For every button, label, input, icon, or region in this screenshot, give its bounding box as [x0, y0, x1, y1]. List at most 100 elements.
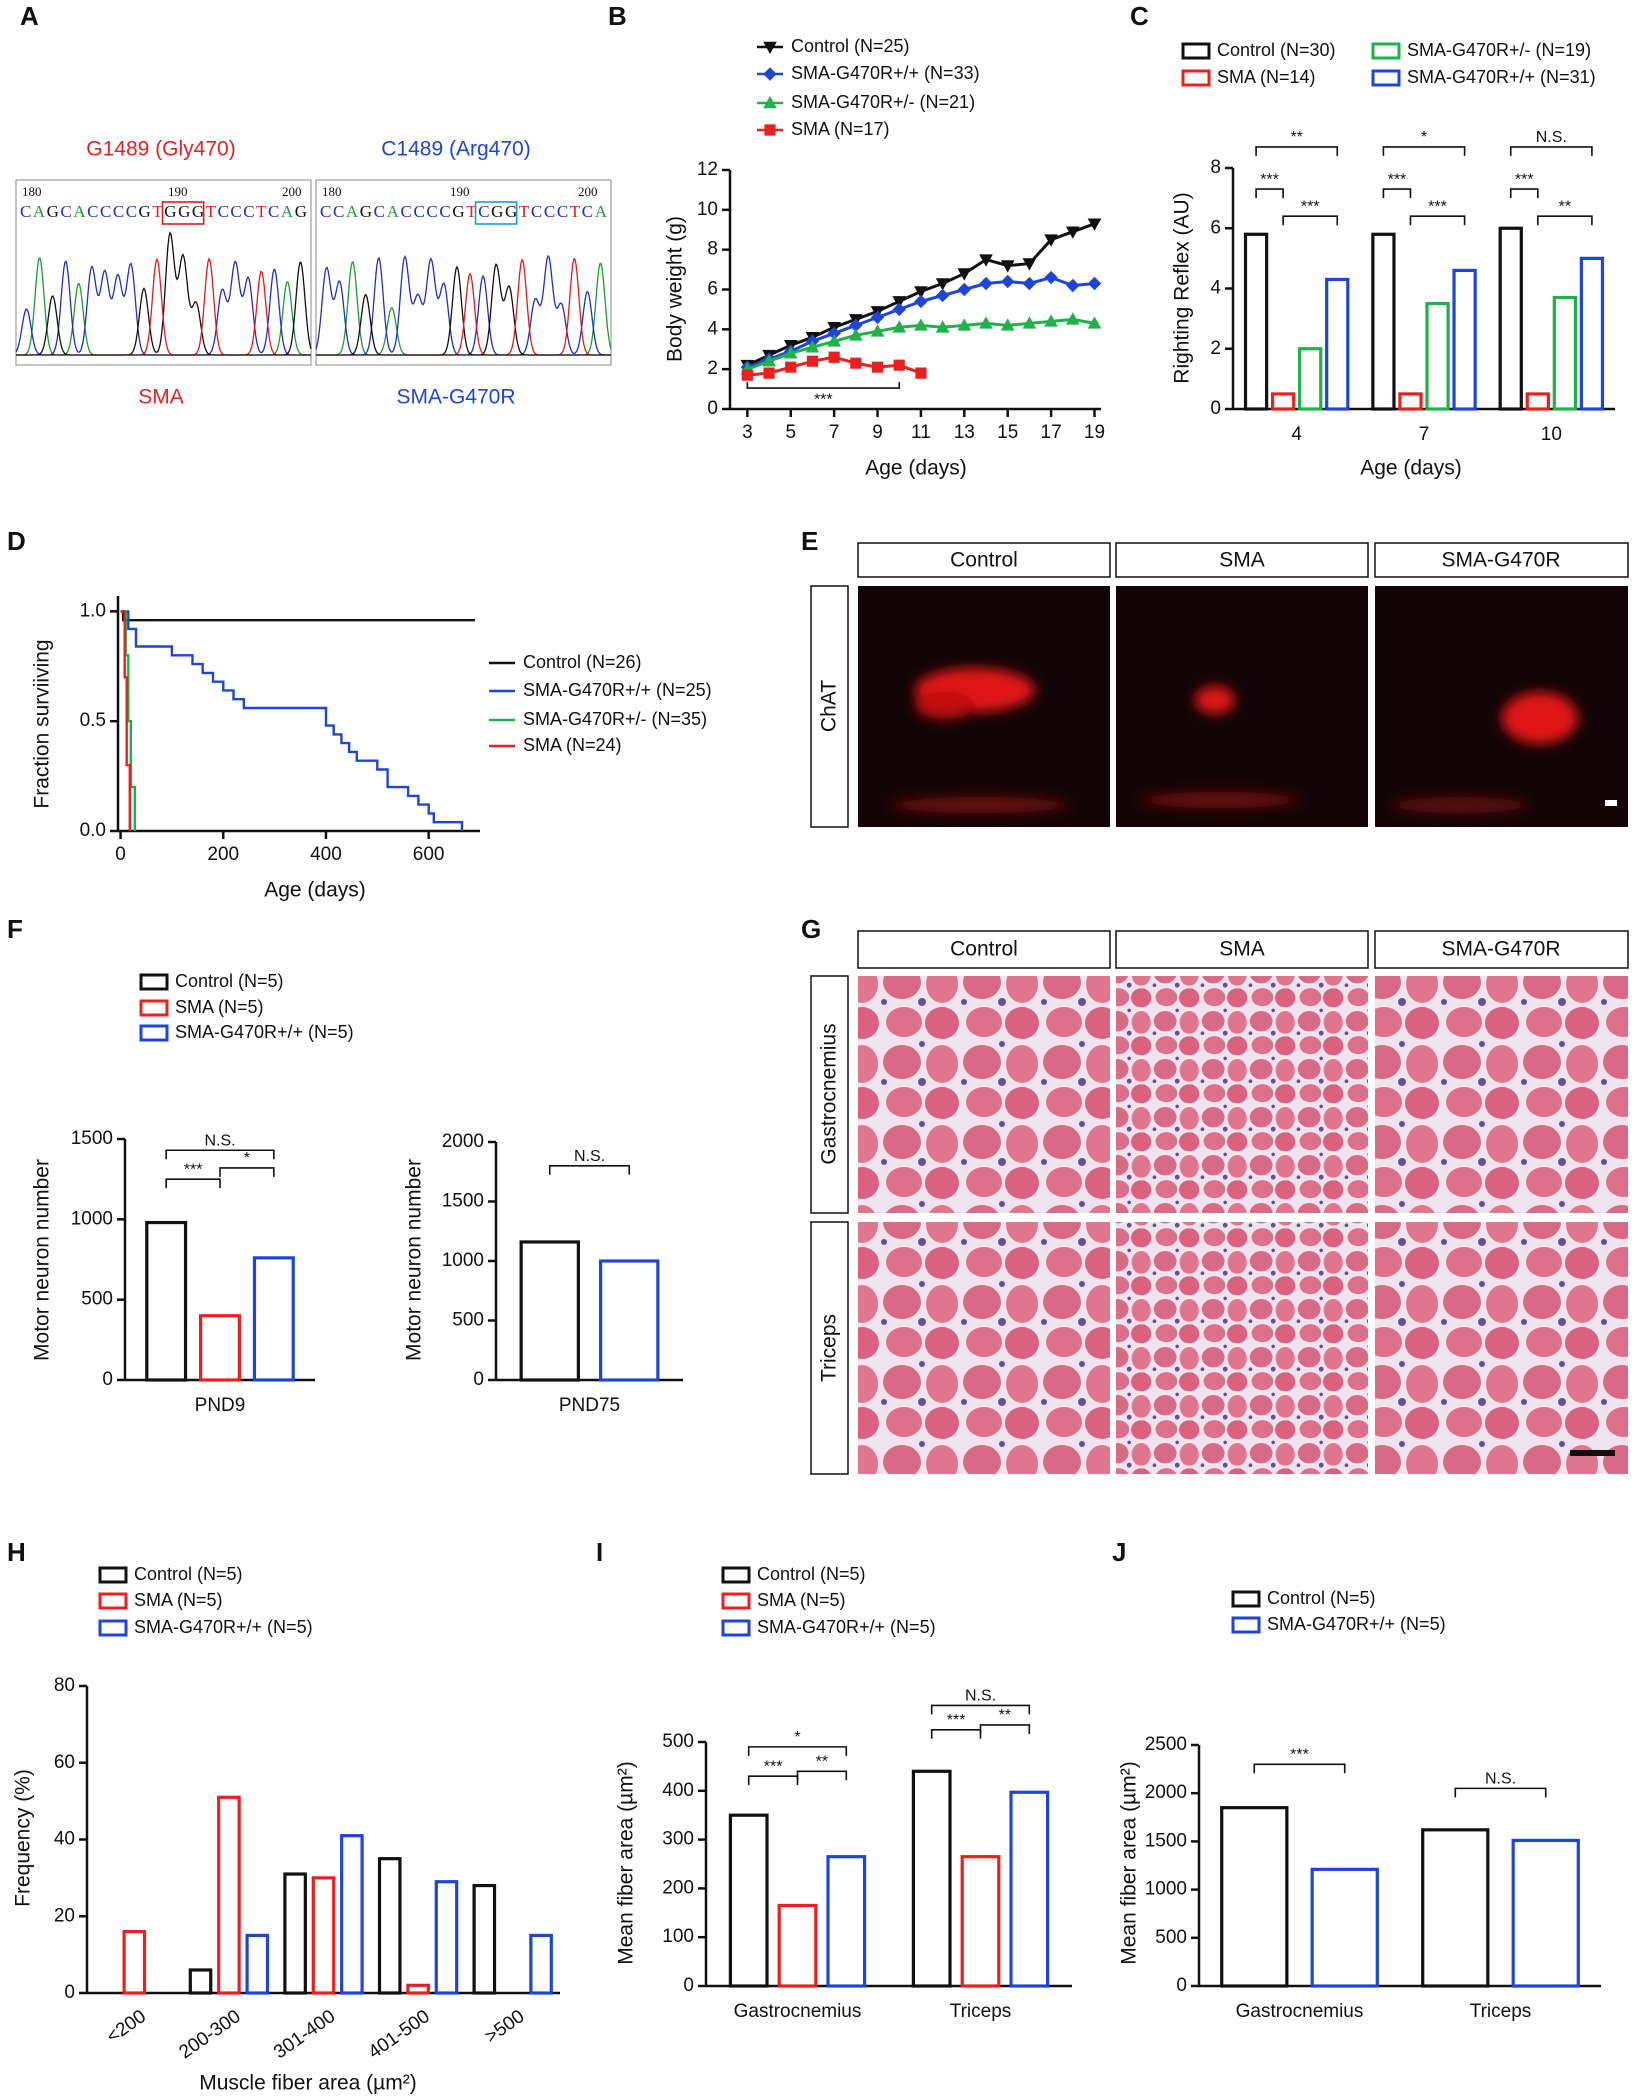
legend-swatch — [98, 1592, 128, 1610]
legend-label: SMA-G470R+/- (N=21) — [791, 92, 975, 112]
legend-swatch — [1371, 42, 1401, 60]
base: G — [139, 202, 151, 221]
stain-blob — [1390, 797, 1530, 813]
y-tick-label: 4 — [707, 318, 718, 339]
legend-swatch — [139, 1024, 169, 1042]
bar — [1452, 268, 1477, 411]
legend-swatch — [1181, 69, 1211, 87]
marker — [1066, 278, 1080, 293]
row-header-box — [810, 1221, 849, 1475]
marker — [1001, 274, 1015, 289]
bar — [1421, 1828, 1490, 1988]
trace-title: C1489 (Arg470) — [381, 138, 530, 161]
line — [120, 610, 475, 622]
panel-letter: I — [596, 1537, 603, 1567]
x-tick-label: <200 — [103, 2006, 150, 2048]
significance-label: ** — [1559, 198, 1571, 215]
image — [1116, 586, 1368, 827]
significance-bracket — [930, 1704, 1031, 1715]
legend-label: SMA-G470R+/+ (N=5) — [175, 1022, 354, 1042]
marker — [1000, 260, 1015, 273]
x-tick-label: 10 — [1541, 424, 1562, 445]
trace-position: 200 — [578, 184, 598, 199]
significance-bracket — [219, 1167, 275, 1177]
legend-label: Control (N=25) — [791, 36, 910, 56]
panel-letter: F — [7, 914, 23, 944]
panel-letter: G — [801, 914, 821, 944]
x-tick-label: 0 — [115, 844, 126, 865]
bar — [1511, 1838, 1580, 1988]
bar — [434, 1880, 459, 1995]
bar — [1243, 232, 1269, 411]
x-tick-label: 5 — [785, 422, 796, 443]
x-axis-label: Muscle fiber area (µm²) — [199, 2072, 416, 2095]
base: C — [582, 202, 593, 221]
y-tick-label: 80 — [54, 1675, 75, 1696]
significance-bracket — [1509, 146, 1593, 156]
marker — [957, 318, 972, 331]
column-header: Control — [950, 938, 1018, 961]
bar — [122, 1929, 147, 1995]
base: G — [491, 202, 503, 221]
significance-label: *** — [764, 1758, 783, 1775]
y-tick-label: 1000 — [442, 1250, 484, 1271]
bar — [826, 1855, 867, 1988]
y-tick-label: 1500 — [71, 1128, 113, 1149]
base: C — [60, 202, 71, 221]
legend-label: SMA (N=5) — [757, 1590, 846, 1610]
x-tick-label: 7 — [829, 422, 840, 443]
highlight-box — [161, 201, 205, 225]
y-tick-label: 0.5 — [80, 710, 106, 731]
legend-label: SMA-G470R+/+ (N=5) — [1267, 1614, 1446, 1634]
marker — [957, 268, 972, 281]
trace-label: SMA — [138, 386, 184, 409]
bar — [406, 1983, 430, 1995]
legend-label: SMA-G470R+/+ (N=33) — [791, 63, 980, 83]
legend-marker — [763, 95, 777, 109]
y-tick-label: 0 — [102, 1369, 113, 1390]
bar — [1298, 347, 1323, 411]
marker — [1087, 218, 1102, 231]
row-header: Triceps — [818, 1314, 841, 1382]
marker — [850, 357, 862, 369]
legend-label: Control (N=5) — [134, 1564, 243, 1584]
significance-label: N.S. — [1485, 1771, 1516, 1788]
bar — [728, 1813, 769, 1988]
base: C — [268, 202, 279, 221]
column-header: Control — [950, 549, 1018, 572]
legend-label: SMA (N=5) — [175, 997, 264, 1017]
significance-label: N.S. — [965, 1688, 996, 1705]
column-header-box — [1374, 542, 1629, 578]
bar — [519, 1240, 580, 1382]
marker — [848, 328, 863, 341]
scale-bar — [1605, 800, 1617, 806]
line — [120, 610, 464, 831]
legend-label: Control (N=26) — [523, 652, 642, 672]
column-header: SMA-G470R — [1441, 549, 1560, 572]
column-header: SMA — [1219, 938, 1265, 961]
stain — [890, 668, 1578, 813]
base: A — [595, 202, 608, 221]
bar — [1398, 392, 1423, 411]
x-tick-label: 400 — [310, 844, 342, 865]
base: C — [333, 202, 344, 221]
bar — [1220, 1806, 1289, 1988]
significance-bracket — [548, 1165, 631, 1175]
marker — [957, 282, 972, 297]
significance-bracket — [165, 1178, 221, 1189]
panel-letter: B — [608, 1, 627, 31]
legend-marker — [764, 124, 776, 136]
y-tick-label: 60 — [54, 1752, 75, 1773]
marker — [935, 278, 950, 291]
marker — [1087, 276, 1102, 291]
image — [858, 976, 1110, 1213]
y-tick-label: 1000 — [1145, 1879, 1187, 1900]
base: C — [426, 202, 437, 221]
base: T — [570, 202, 581, 221]
base: C — [557, 202, 568, 221]
base: T — [466, 202, 477, 221]
trace-position: 200 — [282, 184, 302, 199]
marker — [979, 276, 993, 291]
x-tick-label: 3 — [742, 422, 753, 443]
